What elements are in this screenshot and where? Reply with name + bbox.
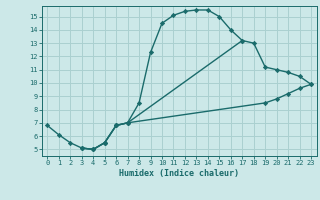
X-axis label: Humidex (Indice chaleur): Humidex (Indice chaleur) [119,169,239,178]
